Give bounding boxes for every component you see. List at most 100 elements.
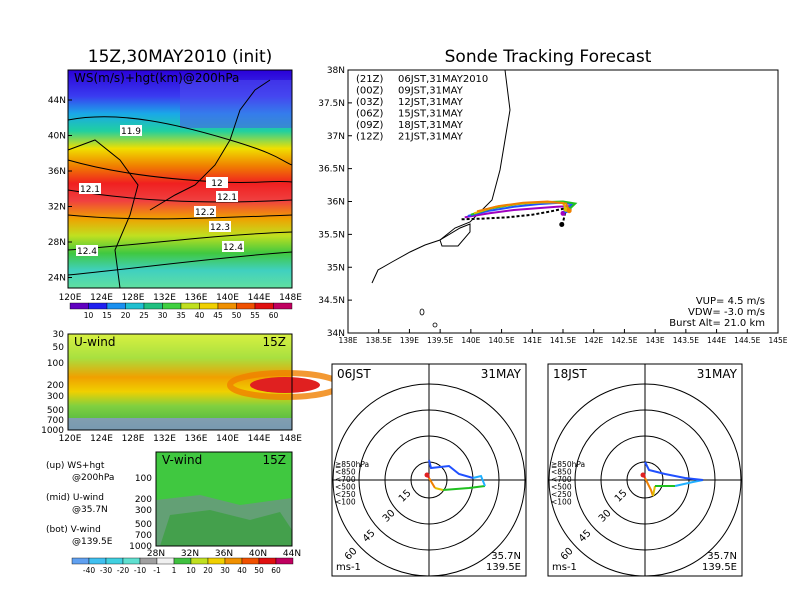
ws-colorbar-swatch	[254, 302, 274, 310]
hodo-trace	[472, 474, 486, 487]
track-lat-ticks: 38N 37.5N 37N 36.5N 36N 35.5N 35N 34.5N 34N	[318, 66, 352, 339]
ws-colorbar-label: 40	[195, 311, 205, 320]
hodo-legend-item: <500	[551, 483, 572, 492]
ws-colorbar-label: 60	[269, 311, 279, 320]
u-pressure-tick: 200	[47, 381, 64, 391]
track-island	[419, 308, 425, 316]
track-lat-tick: 36N	[327, 198, 345, 208]
u-pressure-tick: 50	[53, 343, 65, 353]
hodo-legend-item: <700	[335, 475, 356, 484]
note-sub: @35.7N	[72, 505, 108, 515]
ws-label: WS(m/s)+hgt(km)@200hPa	[74, 71, 239, 85]
v-colorbar-label: 20	[203, 566, 213, 575]
v-colorbar-label: 60	[271, 566, 281, 575]
ws-contour	[67, 214, 293, 220]
ws-contour	[67, 116, 293, 166]
hodo-legend-item: <850	[335, 468, 356, 477]
hodo-unit: ms-1	[336, 562, 361, 573]
ws-contour-label-bg	[222, 241, 244, 252]
u-frame	[67, 333, 293, 431]
hodo-legend-item: ≧850hPa	[551, 460, 585, 469]
v-colorbar-swatch	[71, 557, 90, 565]
hodo-trace	[644, 461, 704, 481]
track-lon-tick: 144.5E	[734, 336, 760, 345]
ws-colorbar-label: 20	[121, 311, 131, 320]
track-series-line	[476, 200, 571, 213]
v-pressure-tick: 1000	[129, 542, 152, 552]
u-lon-tick: 136E	[185, 434, 208, 444]
hodo-legend-item: <250	[335, 490, 356, 499]
track-legend-z: (09Z)	[356, 120, 383, 131]
track-legend: (21Z) 06JST,31MAY2010 (00Z) 09JST,31MAY (03Z…	[356, 74, 488, 143]
ws-colorbar: 10 15 20 25 30 35 40 45 50 55 60	[69, 302, 293, 320]
hodo-date: 31MAY	[481, 367, 522, 381]
note-sub: @139.5E	[72, 537, 113, 547]
hodo-unit: ms-1	[552, 562, 577, 573]
ws-contour-label-bg	[120, 125, 142, 136]
u-pressure-tick: 30	[53, 330, 65, 340]
track-param: VDW= -3.0 m/s	[688, 307, 765, 318]
ws-colorbar-label: 45	[213, 311, 223, 320]
track-lon-tick: 138E	[338, 336, 357, 345]
ws-lat-tick: 40N	[48, 132, 66, 142]
ws-contour-label: 12.1	[217, 193, 237, 203]
u-jet-core	[250, 377, 320, 393]
ws-contour-label: 12.2	[195, 208, 215, 218]
ws-lon-tick: 148E	[279, 293, 302, 303]
hodo-label: 18JST	[553, 367, 587, 381]
v-colorbar-swatch	[275, 557, 294, 565]
ws-lon-tick: 124E	[90, 293, 113, 303]
v-colorbar-swatch	[156, 557, 175, 565]
ws-contour-label: 12	[211, 179, 222, 189]
u-label: U-wind	[74, 335, 115, 349]
ws-lon-tick: 140E	[216, 293, 239, 303]
v-colorbar-swatch	[241, 557, 260, 565]
v-colorbar-label: 30	[220, 566, 230, 575]
v-lat-tick: 32N	[181, 549, 199, 559]
v-pressure-tick: 100	[135, 474, 152, 484]
ws-colorbar-label: 30	[158, 311, 168, 320]
v-pressure-tick: 500	[135, 520, 152, 530]
hodo-trace	[674, 479, 704, 487]
ws-colorbar-swatch	[88, 302, 108, 310]
track-lon-tick: 141E	[523, 336, 542, 345]
track-lon-tick: 141.5E	[550, 336, 576, 345]
track-lat-tick: 35.5N	[318, 230, 345, 240]
ws-contour-label-bg	[194, 206, 216, 217]
hodo-date: 31MAY	[697, 367, 738, 381]
track-lat-tick: 37.5N	[318, 99, 345, 109]
v-colorbar-swatch	[122, 557, 141, 565]
ws-hatch	[180, 80, 292, 128]
v-lat-tick: 40N	[249, 549, 267, 559]
ws-lon-tick: 144E	[248, 293, 271, 303]
ws-contour	[67, 251, 293, 276]
track-series-line	[467, 201, 575, 217]
ws-colorbar-swatch	[143, 302, 163, 310]
hodo-lon: 139.5E	[702, 562, 737, 573]
v-colorbar-swatch	[190, 557, 209, 565]
ws-contour-label-bg	[209, 221, 231, 232]
hodo-label: 06JST	[337, 367, 371, 381]
ws-lon-tick: 136E	[185, 293, 208, 303]
track-lon-tick: 138.5E	[366, 336, 392, 345]
track-lon-tick: 143.5E	[673, 336, 699, 345]
hodo-trace	[428, 459, 474, 479]
ws-colorbar-label: 55	[250, 311, 260, 320]
track-legend-z: (03Z)	[356, 97, 383, 108]
track-lat-tick: 35N	[327, 263, 345, 273]
v-time: 15Z	[263, 453, 287, 467]
ws-contour-label: 12.4	[223, 243, 243, 253]
v-colorbar-label: 10	[186, 566, 196, 575]
right-title: Sonde Tracking Forecast	[445, 47, 652, 67]
track-legend-jst: 12JST,31MAY	[398, 97, 464, 108]
track-lat-tick: 37N	[327, 132, 345, 142]
hodo-legend-item: <500	[335, 483, 356, 492]
u-pressure-tick: 1000	[41, 426, 64, 436]
u-pressure-tick: 700	[47, 416, 64, 426]
track-lon-tick: 142E	[584, 336, 603, 345]
v-colorbar: -40 -30 -20 -10 -1 1 10 20 30 40 50 60	[71, 557, 294, 575]
track-lon-tick: 139E	[400, 336, 419, 345]
track-legend-jst: 15JST,31MAY	[398, 109, 464, 120]
